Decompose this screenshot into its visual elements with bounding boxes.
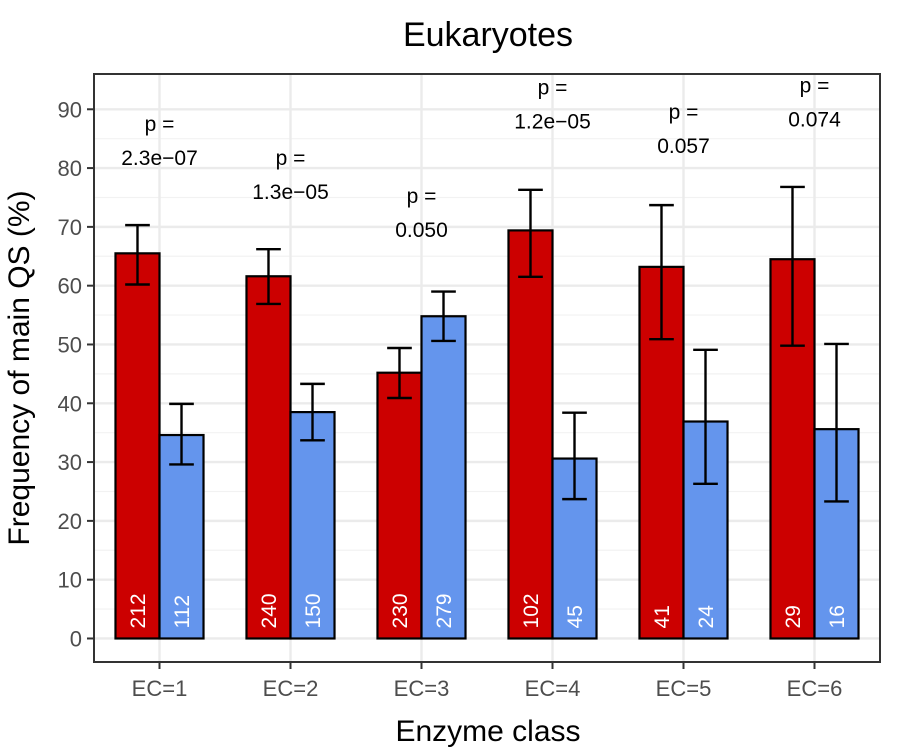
p-value-number: 1.3e−05 [252,181,329,204]
count-label: 29 [782,605,805,628]
count-label: 230 [389,593,412,628]
count-label: 150 [302,593,325,628]
bar-ec1-series2 [158,433,205,640]
grid [94,74,880,662]
y-axis-label: Frequency of main QS (%) [3,190,36,545]
bars [114,229,860,640]
x-tick-label: EC=4 [525,676,581,701]
p-value-number: 0.074 [788,108,841,131]
p-value-number: 0.057 [657,135,710,158]
p-value-label: p = [145,113,175,136]
count-label: 41 [651,605,674,628]
x-tick-label: EC=1 [132,676,188,701]
y-tick-label: 60 [58,274,82,299]
p-value-number: 2.3e−07 [121,147,198,170]
chart-title: Eukaryotes [403,16,573,54]
y-tick-label: 90 [58,97,82,122]
count-label: 45 [564,605,587,628]
data-labels: 212 240 230 102 41 29 112 150 279 45 24 16 p = 2.3e−0… [121,74,849,628]
p-value-label: p = [800,74,830,97]
bar-ec3-series2 [420,315,467,640]
bar-ec2-series2 [289,411,336,640]
count-label: 24 [695,605,718,629]
panel-border [93,73,881,663]
y-tick-label: 40 [58,391,82,416]
bar-ec1-series1 [114,252,161,640]
error-bars [125,185,849,503]
count-label: 16 [826,605,849,628]
y-tick-label: 10 [58,568,82,593]
p-value-number: 0.050 [395,219,448,242]
y-tick-label: 80 [58,156,82,181]
y-tick-label: 50 [58,332,82,357]
x-tick-label: EC=2 [263,676,319,701]
y-tick-label: 30 [58,450,82,475]
y-tick-label: 0 [70,626,82,651]
count-label: 212 [127,593,150,628]
p-value-label: p = [669,101,699,124]
count-label: 102 [520,593,543,628]
x-tick-label: EC=5 [656,676,712,701]
x-tick-label: EC=3 [394,676,450,701]
axes: 0 10 20 30 40 50 60 70 80 90 EC=1 EC=2 EC=3 EC=4 EC=5 E… [58,97,843,701]
p-value-label: p = [538,77,568,100]
count-label: 240 [258,593,281,628]
bar-ec2-series1 [245,275,292,640]
x-tick-label: EC=6 [787,676,843,701]
p-value-number: 1.2e−05 [514,111,591,134]
x-axis-label: Enzyme class [395,715,580,748]
count-label: 279 [433,593,456,628]
y-tick-label: 20 [58,509,82,534]
p-value-label: p = [407,185,437,208]
count-label: 112 [171,595,194,628]
bar-ec4-series1 [507,229,554,640]
y-tick-label: 70 [58,215,82,240]
p-value-label: p = [276,147,306,170]
